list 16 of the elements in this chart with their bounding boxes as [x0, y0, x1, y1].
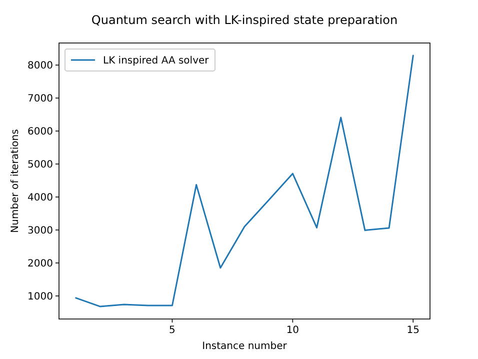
- x-tick-label: 15: [406, 325, 420, 336]
- y-tick-label: 4000: [28, 192, 53, 204]
- y-tick-label: 8000: [28, 60, 53, 72]
- x-tick-label: 10: [286, 325, 300, 336]
- y-tick-label: 2000: [28, 258, 53, 270]
- y-tick-label: 5000: [28, 160, 53, 171]
- line-series: [75, 54, 414, 308]
- y-tick-label: 6000: [28, 126, 53, 138]
- x-axis-title: Instance number: [202, 341, 288, 352]
- y-tick-label: 3000: [28, 225, 53, 236]
- y-tick-label: 7000: [28, 94, 53, 105]
- chart-title: Quantum search with LK-inspired state preparation: [91, 13, 398, 27]
- y-axis-title: Number of iterations: [10, 129, 21, 233]
- legend-label: LK inspired AA solver: [103, 56, 210, 66]
- y-tick-label: 1000: [28, 291, 53, 302]
- x-tick-label: 5: [169, 325, 176, 336]
